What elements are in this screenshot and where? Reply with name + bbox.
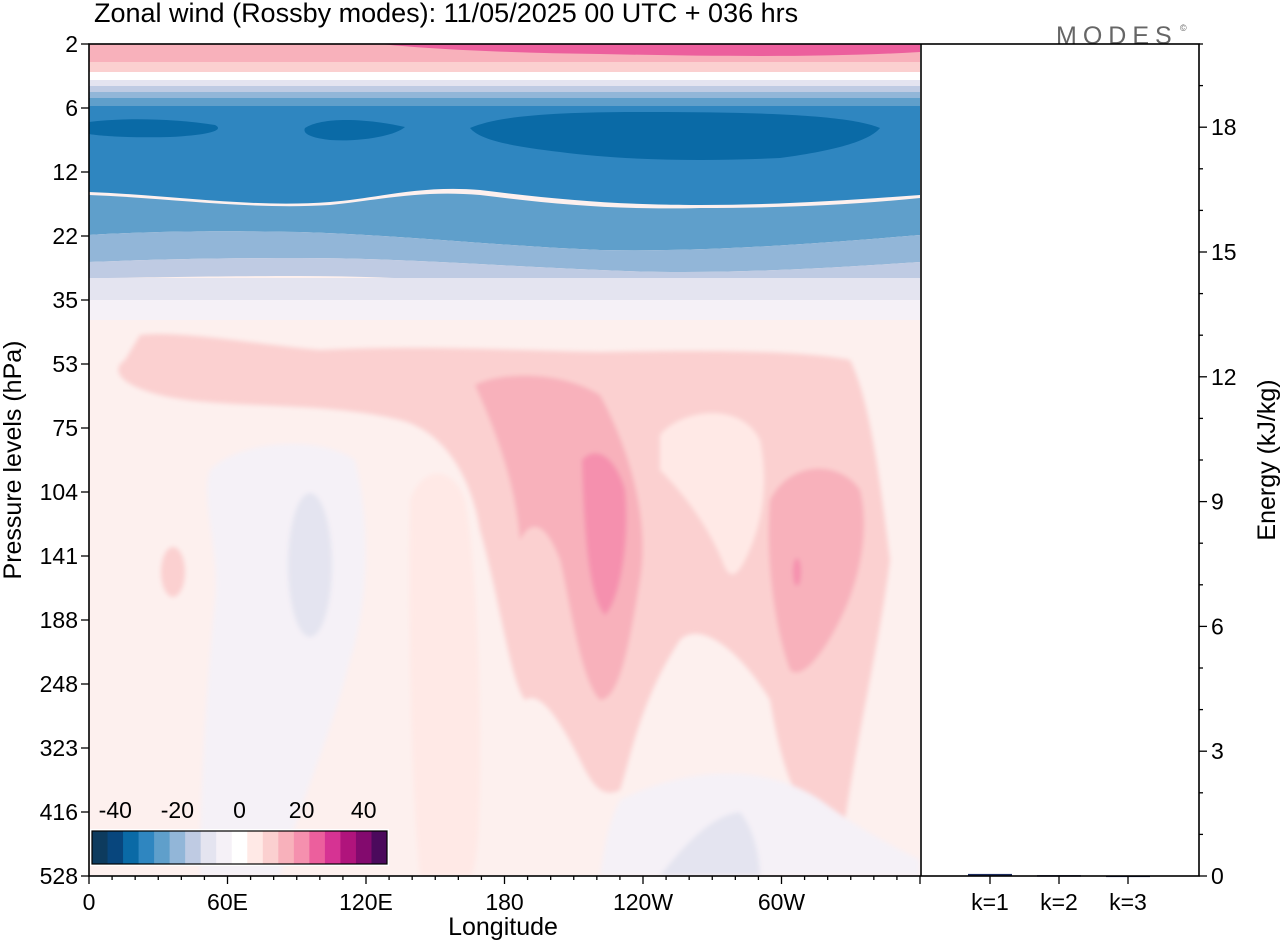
energy-tick-label: 12 <box>1211 364 1237 390</box>
energy-category-label: k=2 <box>1040 889 1078 915</box>
colorbar-tick-label: -40 <box>99 797 132 823</box>
y-tick-label: 75 <box>52 415 78 441</box>
y-tick-label: 188 <box>40 607 78 633</box>
band-blue-4 <box>89 193 920 251</box>
x-axis: 0 60E 120E 180 120W 60W <box>83 876 921 915</box>
y-tick-label: 2 <box>65 31 78 57</box>
colorbar-swatch <box>123 831 140 864</box>
energy-bars: k=1 k=2 k=3 <box>968 873 1150 915</box>
colorbar-swatch <box>231 831 248 864</box>
energy-tick-label: 15 <box>1211 239 1237 265</box>
y-tick-label: 12 <box>52 159 78 185</box>
modes-logo-mark: © <box>1180 23 1187 33</box>
colorbar: -40 -20 0 20 40 <box>90 797 389 866</box>
colorbar-swatch <box>278 831 295 864</box>
colorbar-swatch <box>169 831 186 864</box>
lavender-blob-bottom <box>660 812 760 876</box>
colorbar-swatch <box>371 831 388 864</box>
pink-maximum-b <box>793 558 801 586</box>
colorbar-swatch <box>185 831 202 864</box>
colorbar-tick-label: 0 <box>233 797 246 823</box>
colorbar-tick-label: -20 <box>161 797 194 823</box>
energy-panel-bg <box>921 44 1199 876</box>
y-tick-label: 323 <box>40 735 78 761</box>
colorbar-swatch <box>262 831 279 864</box>
y-tick-label: 53 <box>52 351 78 377</box>
jet-core-mid <box>304 119 405 141</box>
band-lavender-5 <box>89 300 920 320</box>
band-lavender-4 <box>89 278 920 300</box>
pink-maximum-a <box>582 453 627 615</box>
colorbar-swatch <box>138 831 155 864</box>
energy-bar <box>968 873 1012 876</box>
jet-core-west <box>89 119 218 138</box>
colorbar-swatch <box>355 831 372 864</box>
x-tick-label: 180 <box>485 889 523 915</box>
energy-category-label: k=3 <box>1109 889 1147 915</box>
colorbar-swatch <box>200 831 217 864</box>
colorbar-frame <box>91 830 388 865</box>
colorbar-tick-label: 40 <box>351 797 377 823</box>
band-magenta-top <box>380 44 920 56</box>
lavender-blob <box>288 493 332 637</box>
band-blue-2 <box>89 98 920 106</box>
energy-tick-label: 3 <box>1211 738 1224 764</box>
energy-tick-label: 18 <box>1211 114 1237 140</box>
x-tick-label: 0 <box>83 889 96 915</box>
colorbar-swatch <box>293 831 310 864</box>
energy-tick-label: 0 <box>1211 863 1224 889</box>
y-tick-label: 6 <box>65 95 78 121</box>
y-tick-label: 248 <box>40 671 78 697</box>
band-lavender-2 <box>89 86 920 92</box>
y-tick-label: 141 <box>40 543 78 569</box>
energy-category-label: k=1 <box>971 889 1009 915</box>
lavender-region-bottom <box>600 773 920 876</box>
colorbar-swatch <box>154 831 171 864</box>
band-blue-5 <box>89 231 920 273</box>
colorbar-swatch <box>309 831 326 864</box>
band-white <box>89 72 920 80</box>
chart-title: Zonal wind (Rossby modes): 11/05/2025 00… <box>94 0 798 28</box>
energy-axis-label: Energy (kJ/kg) <box>1253 379 1280 540</box>
y-axis-label: Pressure levels (hPa) <box>0 341 27 580</box>
y-tick-label: 35 <box>52 287 78 313</box>
colorbar-swatch <box>92 831 109 864</box>
jet-core-east <box>470 112 880 160</box>
colorbar-swatch <box>340 831 357 864</box>
energy-axis: 0 3 6 9 12 15 18 <box>1199 43 1237 889</box>
pink-region-b <box>768 468 864 673</box>
y-tick-label: 104 <box>40 479 79 505</box>
x-tick-label: 60W <box>758 889 806 915</box>
x-tick-label: 60E <box>207 889 248 915</box>
pink-blob-west <box>161 547 185 597</box>
y-axis: 2 6 12 22 35 53 75 104 141 188 248 323 416 528 <box>40 31 89 889</box>
colorbar-swatch <box>216 831 233 864</box>
y-tick-label: 22 <box>52 223 78 249</box>
band-blue-1 <box>89 92 920 98</box>
band-lightpink <box>89 62 920 72</box>
y-tick-label: 416 <box>40 799 78 825</box>
energy-tick-label: 9 <box>1211 489 1224 515</box>
band-lavender-1 <box>89 80 920 86</box>
y-tick-label: 528 <box>40 863 78 889</box>
x-tick-label: 120E <box>339 889 393 915</box>
white-region-east <box>660 413 765 575</box>
heatmap-field <box>89 44 920 876</box>
energy-tick-label: 6 <box>1211 613 1224 639</box>
colorbar-tick-label: 20 <box>289 797 315 823</box>
colorbar-swatch <box>247 831 264 864</box>
x-tick-label: 120W <box>613 889 673 915</box>
x-axis-label: Longitude <box>448 913 558 941</box>
white-region-mid <box>409 473 480 876</box>
colorbar-swatch <box>324 831 341 864</box>
colorbar-swatch <box>107 831 124 864</box>
